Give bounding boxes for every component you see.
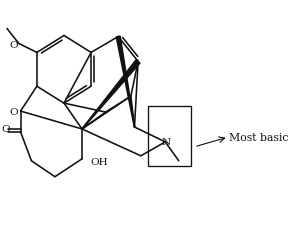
Text: Most basic: Most basic bbox=[228, 132, 288, 142]
Polygon shape bbox=[82, 60, 140, 130]
Bar bbox=[148, 107, 191, 166]
Text: N: N bbox=[162, 138, 171, 147]
Text: OH: OH bbox=[90, 158, 108, 167]
Text: O: O bbox=[9, 41, 18, 50]
Text: O: O bbox=[2, 125, 10, 134]
Text: O: O bbox=[9, 107, 18, 116]
Polygon shape bbox=[116, 37, 135, 128]
